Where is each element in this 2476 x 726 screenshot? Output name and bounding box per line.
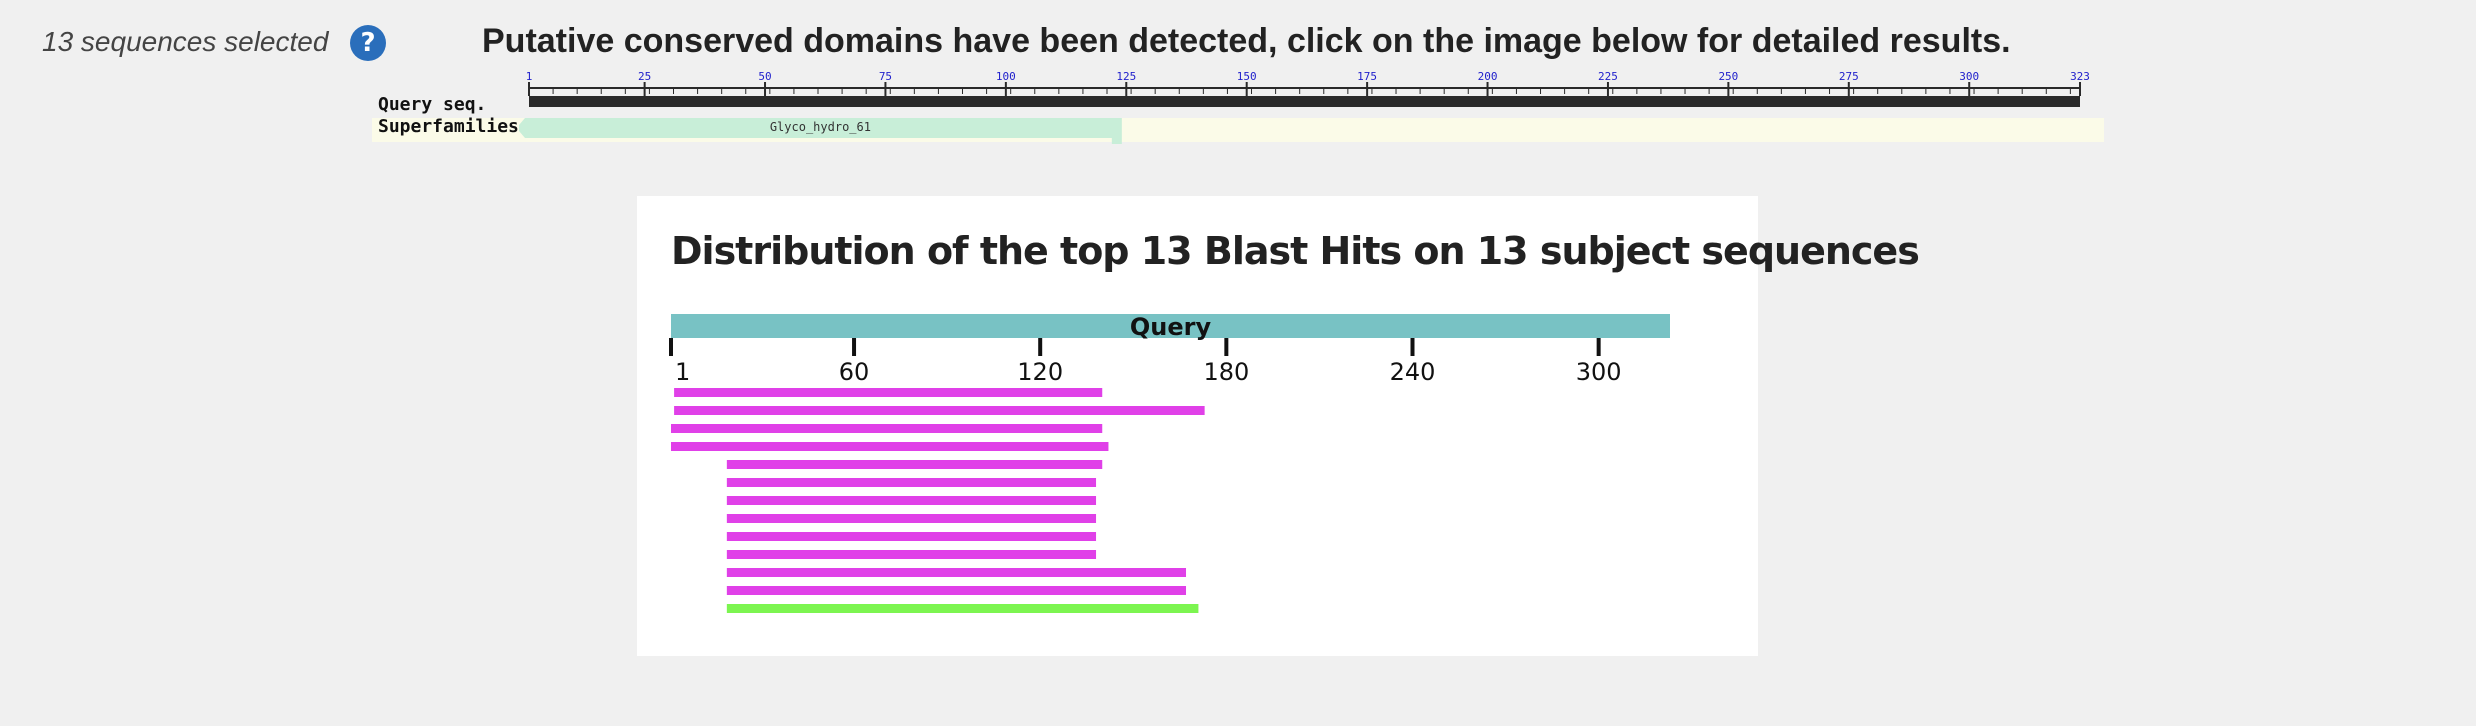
- blast-hit-bar[interactable]: [671, 442, 1109, 451]
- domain-label: Glyco_hydro_61: [770, 120, 871, 134]
- query-bar: [671, 314, 1670, 338]
- blast-hits-panel: Distribution of the top 13 Blast Hits on…: [637, 196, 1920, 656]
- blast-hit-bar[interactable]: [671, 424, 1103, 433]
- query-seq-bar: [529, 96, 2080, 107]
- blast-hit-bar[interactable]: [674, 388, 1103, 397]
- question-circle-icon[interactable]: ?: [350, 25, 386, 61]
- ruler-tick-label: 1: [526, 70, 533, 83]
- blast-hit-bar[interactable]: [726, 496, 1097, 505]
- ruler-tick-label: 250: [1718, 70, 1738, 83]
- blast-hit-bar[interactable]: [726, 532, 1097, 541]
- axis-tick-label: 60: [839, 358, 870, 386]
- ruler-tick-label: 323: [2070, 70, 2090, 83]
- ruler-tick-label: 150: [1237, 70, 1257, 83]
- ruler-tick-label: 225: [1598, 70, 1618, 83]
- conserved-domain-graphic[interactable]: Query seq. Superfamilies 1 25 50 75 100 125 15…: [372, 68, 2106, 144]
- blast-hit-bar[interactable]: [674, 406, 1205, 415]
- ruler-tick-label: 100: [996, 70, 1016, 83]
- blast-hits-graphic[interactable]: Query 1 60 120 180 240 300: [637, 196, 1758, 656]
- query-label: Query: [1130, 313, 1212, 341]
- axis-tick-label: 120: [1017, 358, 1063, 386]
- blast-hit-bar[interactable]: [726, 568, 1187, 577]
- sequences-selected-count: 13 sequences selected: [42, 26, 329, 57]
- domain-glyco-hydro-61[interactable]: [519, 118, 1122, 144]
- ruler-tick-label: 125: [1116, 70, 1136, 83]
- conserved-domains-heading: Putative conserved domains have been det…: [482, 22, 2011, 60]
- ruler-tick-label: 275: [1839, 70, 1859, 83]
- ruler-tick-label: 75: [879, 70, 892, 83]
- axis-tick-label: 180: [1203, 358, 1249, 386]
- blast-hit-bar[interactable]: [726, 460, 1103, 469]
- blast-hit-bar[interactable]: [726, 586, 1187, 595]
- blast-hit-bar[interactable]: [726, 550, 1097, 559]
- axis-tick-label: 300: [1576, 358, 1622, 386]
- blast-hit-bar[interactable]: [726, 514, 1097, 523]
- axis-tick-label: 240: [1390, 358, 1436, 386]
- ruler-tick-label: 175: [1357, 70, 1377, 83]
- ruler-tick-label: 50: [758, 70, 771, 83]
- blast-hit-bar[interactable]: [726, 478, 1097, 487]
- query-seq-label: Query seq.: [378, 94, 486, 115]
- blast-hit-bar-top[interactable]: [726, 604, 1199, 613]
- ruler-tick-label: 25: [638, 70, 651, 83]
- axis-tick-label: 1: [675, 358, 690, 386]
- blast-distribution-title: Distribution of the top 13 Blast Hits on…: [671, 229, 1920, 273]
- ruler-tick-label: 200: [1478, 70, 1498, 83]
- ruler-tick-label: 300: [1959, 70, 1979, 83]
- superfamilies-label: Superfamilies: [378, 116, 519, 137]
